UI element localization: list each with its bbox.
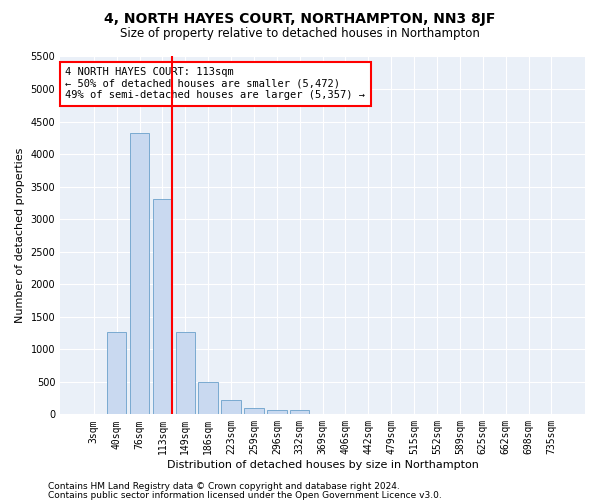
X-axis label: Distribution of detached houses by size in Northampton: Distribution of detached houses by size …: [167, 460, 479, 470]
Text: 4, NORTH HAYES COURT, NORTHAMPTON, NN3 8JF: 4, NORTH HAYES COURT, NORTHAMPTON, NN3 8…: [104, 12, 496, 26]
Text: Contains public sector information licensed under the Open Government Licence v3: Contains public sector information licen…: [48, 490, 442, 500]
Text: Contains HM Land Registry data © Crown copyright and database right 2024.: Contains HM Land Registry data © Crown c…: [48, 482, 400, 491]
Bar: [176, 332, 195, 414]
Bar: [130, 132, 149, 414]
Text: 4 NORTH HAYES COURT: 113sqm
← 50% of detached houses are smaller (5,472)
49% of : 4 NORTH HAYES COURT: 113sqm ← 50% of det…: [65, 67, 365, 100]
Bar: [244, 408, 263, 414]
Bar: [290, 410, 310, 414]
Text: Size of property relative to detached houses in Northampton: Size of property relative to detached ho…: [120, 28, 480, 40]
Bar: [221, 400, 241, 414]
Bar: [107, 332, 127, 414]
Y-axis label: Number of detached properties: Number of detached properties: [15, 148, 25, 323]
Bar: [267, 410, 287, 414]
Bar: [152, 199, 172, 414]
Bar: [199, 382, 218, 414]
